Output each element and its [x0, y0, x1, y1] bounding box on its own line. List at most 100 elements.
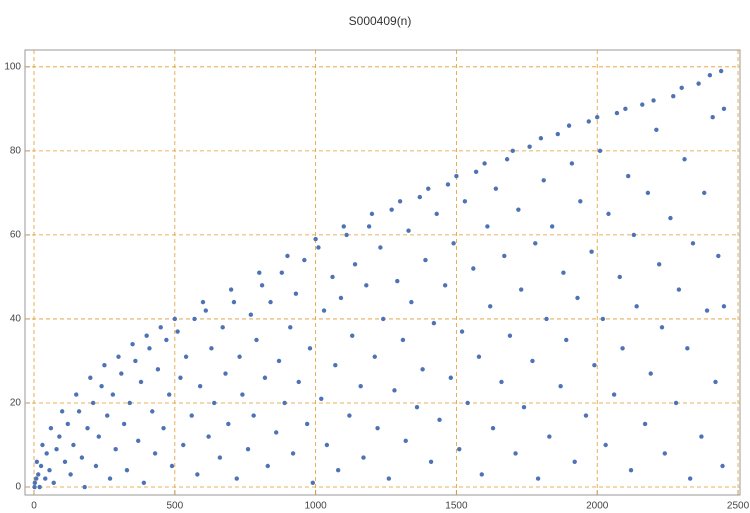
point [659, 325, 665, 330]
point [459, 329, 465, 334]
point [369, 211, 375, 217]
point [617, 274, 622, 280]
point [409, 299, 414, 305]
point [386, 476, 392, 481]
point [234, 476, 239, 481]
point [34, 459, 40, 465]
point [662, 451, 668, 456]
point [110, 392, 116, 397]
point [279, 270, 285, 275]
point [535, 476, 541, 481]
point [586, 119, 591, 124]
point [113, 446, 118, 452]
x-tick-label: 1500 [445, 501, 468, 512]
point [265, 463, 270, 469]
point [282, 400, 287, 406]
x-tick-label: 2000 [586, 501, 609, 512]
point [538, 136, 544, 141]
point [575, 295, 580, 301]
point [350, 333, 355, 338]
point [507, 333, 513, 338]
point [454, 173, 459, 179]
point [189, 413, 194, 418]
point [623, 106, 628, 112]
chart-title: S000409(n) [349, 14, 412, 28]
point [679, 85, 684, 91]
point [434, 211, 439, 217]
y-tick-label: 0 [15, 482, 21, 493]
point [628, 468, 634, 473]
point [417, 194, 423, 200]
point [462, 199, 468, 204]
point [420, 367, 425, 372]
point [479, 472, 484, 477]
point [152, 451, 158, 456]
point [707, 73, 713, 78]
point [262, 375, 268, 380]
point [395, 278, 400, 284]
point [102, 362, 107, 368]
point [406, 228, 411, 233]
point [493, 186, 499, 191]
point [212, 400, 217, 406]
point [147, 346, 152, 351]
point [400, 337, 406, 343]
point [428, 459, 434, 465]
point [426, 186, 431, 191]
point [248, 312, 254, 317]
point [397, 199, 403, 204]
point [476, 354, 482, 359]
x-tick-label: 0 [31, 501, 37, 512]
point [178, 375, 183, 380]
point [38, 463, 44, 469]
point [685, 346, 690, 351]
point [43, 476, 48, 481]
point [203, 308, 208, 313]
point [316, 245, 321, 250]
point [592, 362, 597, 368]
point [431, 320, 437, 326]
point [482, 161, 487, 166]
point [99, 383, 104, 389]
point [144, 333, 149, 338]
point [68, 472, 73, 477]
point [716, 253, 721, 259]
point [105, 413, 110, 418]
point [437, 417, 442, 422]
point [82, 484, 87, 490]
point [465, 400, 470, 406]
point [206, 434, 211, 439]
point [40, 442, 45, 448]
x-tick-label: 500 [166, 501, 183, 512]
point [319, 396, 324, 401]
point [631, 232, 637, 238]
y-tick-label: 60 [10, 230, 22, 241]
point [285, 253, 290, 259]
x-tick-label: 2500 [727, 501, 750, 512]
point [44, 451, 49, 456]
point [702, 190, 707, 196]
point [668, 215, 673, 221]
point [107, 476, 113, 481]
point [583, 413, 589, 418]
point [37, 484, 42, 490]
point [720, 463, 725, 469]
point [566, 123, 572, 128]
point [310, 480, 316, 486]
point [414, 404, 420, 410]
point [549, 224, 555, 229]
point [90, 400, 96, 406]
point [150, 409, 155, 414]
point [217, 455, 223, 460]
point [366, 224, 372, 229]
point [648, 371, 653, 376]
point [338, 295, 344, 301]
point [721, 106, 727, 112]
point [324, 442, 330, 448]
point [155, 367, 161, 372]
point [656, 262, 662, 267]
point [228, 287, 234, 292]
y-tick-label: 80 [10, 145, 22, 156]
point [36, 472, 41, 477]
